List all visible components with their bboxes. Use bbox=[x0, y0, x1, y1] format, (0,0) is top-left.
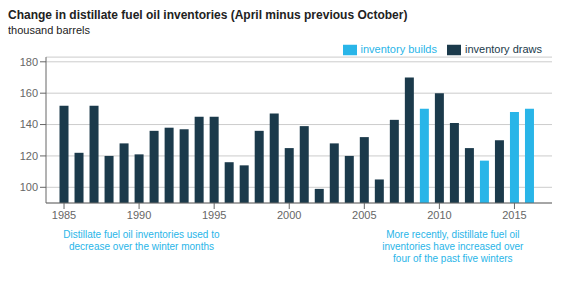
svg-text:1995: 1995 bbox=[202, 209, 226, 221]
svg-text:1985: 1985 bbox=[52, 209, 76, 221]
html-text:More recently, distillate fuel: More recently, distillate fuel oil inven… bbox=[382, 229, 524, 264]
svg-text:140: 140 bbox=[20, 118, 38, 130]
html-text:Change in distillate fuel oil: Change in distillate fuel oil inventorie… bbox=[8, 8, 408, 22]
html-text:inventory builds: inventory builds bbox=[360, 43, 437, 55]
svg-text:180: 180 bbox=[20, 56, 38, 68]
svg-text:2000: 2000 bbox=[277, 209, 301, 221]
svg-text:120: 120 bbox=[20, 150, 38, 162]
svg-text:2005: 2005 bbox=[352, 209, 376, 221]
html-text:thousand barrels: thousand barrels bbox=[8, 24, 90, 36]
svg-text:160: 160 bbox=[20, 87, 38, 99]
svg-text:2010: 2010 bbox=[427, 209, 451, 221]
html-text:Distillate fuel oil inventorie: Distillate fuel oil inventories used to … bbox=[63, 229, 220, 252]
svg-text:1990: 1990 bbox=[127, 209, 151, 221]
svg-text:2015: 2015 bbox=[502, 209, 526, 221]
html-text:inventory draws: inventory draws bbox=[465, 43, 542, 55]
svg-text:100: 100 bbox=[20, 181, 38, 193]
